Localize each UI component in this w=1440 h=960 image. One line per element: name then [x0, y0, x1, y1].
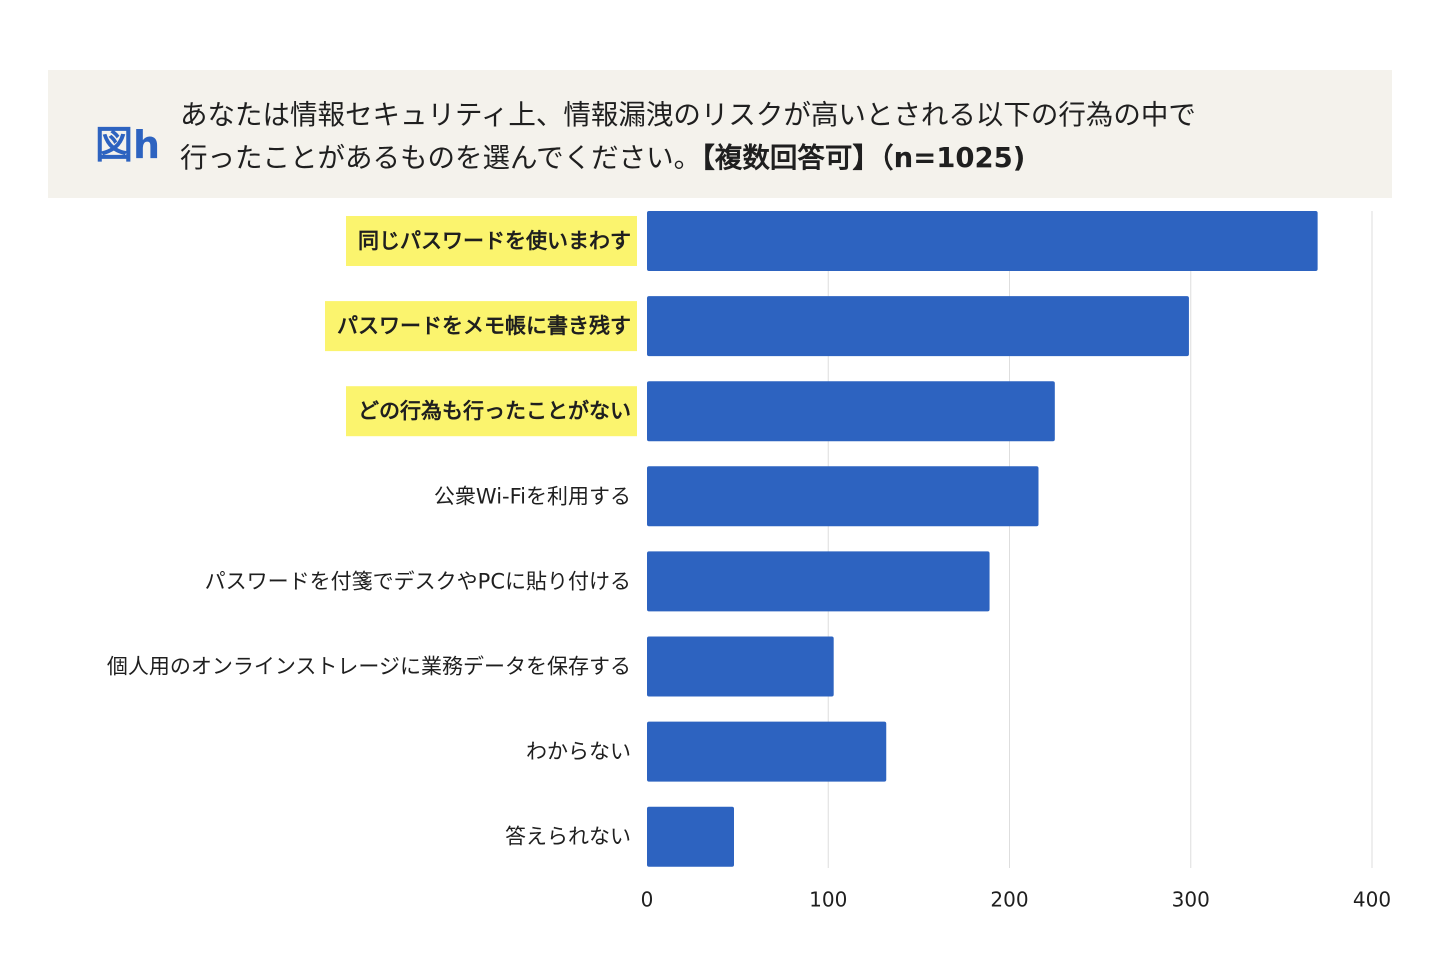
question-header: 図h あなたは情報セキュリティ上、情報漏洩のリスクが高いとされる以下の行為の中で…	[48, 70, 1392, 198]
x-axis-ticks: 0 100 200 300 400	[641, 888, 1391, 912]
x-tick-label-0: 0	[641, 888, 654, 912]
question-line-2-text: 行ったことがあるものを選んでください。	[180, 142, 702, 174]
category-label-0: 同じパスワードを使いまわす	[358, 229, 631, 253]
label-highlights	[325, 216, 637, 437]
question-line-1: あなたは情報セキュリティ上、情報漏洩のリスクが高いとされる以下の行為の中で	[180, 99, 1196, 131]
question-line-2: 行ったことがあるものを選んでください。【複数回答可】（n=1025)	[180, 137, 1370, 180]
bar-2	[647, 381, 1055, 442]
category-label-6: わからない	[526, 740, 631, 764]
category-labels: 同じパスワードを使いまわすパスワードをメモ帳に書き残すどの行為も行ったことがない…	[107, 229, 631, 849]
label-highlight-0	[346, 216, 637, 266]
category-label-7: 答えられない	[505, 825, 631, 849]
category-label-4: パスワードを付箋でデスクやPCに貼り付ける	[205, 569, 631, 593]
bar-1	[647, 296, 1189, 357]
category-label-5: 個人用のオンラインストレージに業務データを保存する	[107, 655, 631, 679]
bar-4	[647, 551, 990, 612]
label-highlight-2	[346, 386, 637, 437]
category-label-1: パスワードをメモ帳に書き残す	[337, 314, 631, 338]
label-highlight-1	[325, 301, 637, 352]
category-label-3: 公衆Wi-Fiを利用する	[434, 484, 631, 508]
bar-6	[647, 721, 887, 782]
bar-7	[647, 806, 734, 867]
bars	[647, 211, 1318, 867]
question-text: あなたは情報セキュリティ上、情報漏洩のリスクが高いとされる以下の行為の中で 行っ…	[180, 94, 1370, 180]
x-tick-label-400: 400	[1353, 888, 1391, 912]
bar-3	[647, 466, 1039, 527]
bar-5	[647, 636, 834, 697]
x-tick-label-100: 100	[809, 888, 847, 912]
question-note: 【複数回答可】（n=1025)	[701, 142, 1026, 174]
x-tick-label-300: 300	[1172, 888, 1210, 912]
bar-0	[647, 211, 1318, 271]
x-tick-label-200: 200	[990, 888, 1028, 912]
category-label-2: どの行為も行ったことがない	[358, 399, 631, 423]
figure-label: 図h	[95, 123, 161, 167]
